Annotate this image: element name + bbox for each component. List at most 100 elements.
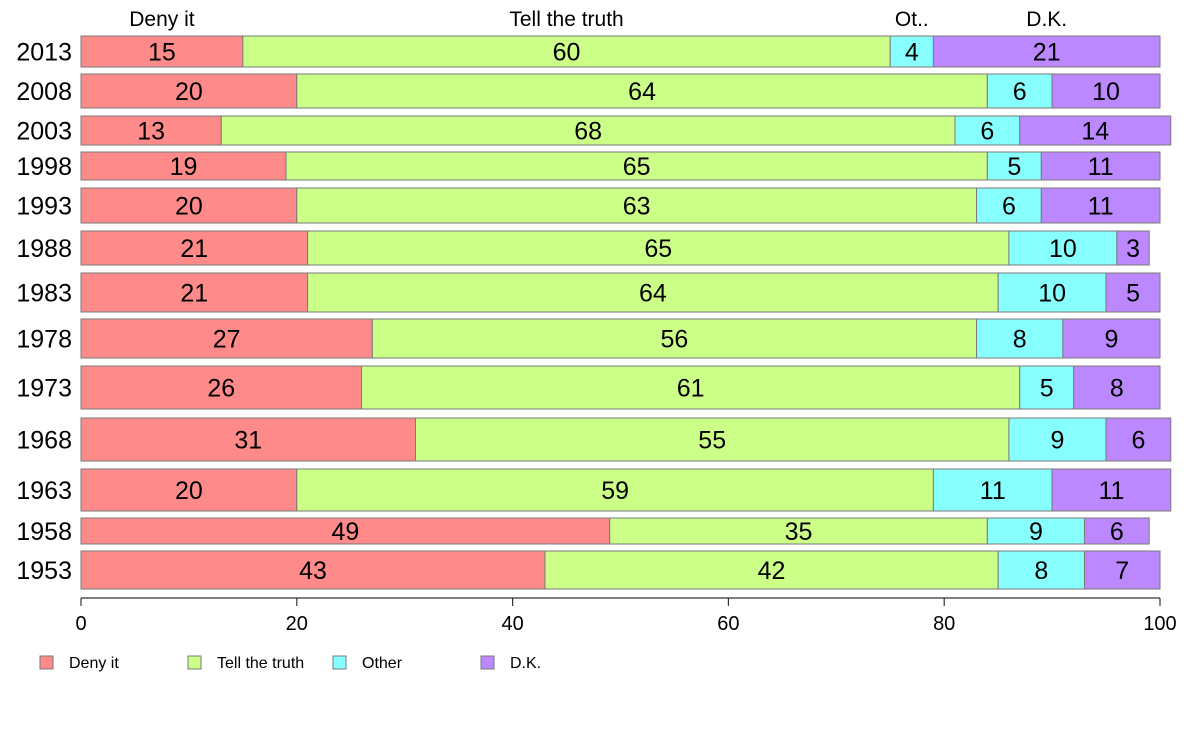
y-tick-label: 1988 <box>16 235 72 263</box>
bar-segment <box>285 151 988 181</box>
data-label: 5 <box>1126 280 1140 308</box>
column-headers: Deny it Tell the truth Ot.. D.K. <box>129 8 1067 31</box>
data-label: 4 <box>905 39 919 67</box>
data-label: 6 <box>1131 427 1145 455</box>
data-label: 13 <box>137 118 165 146</box>
legend-label: Other <box>362 655 403 672</box>
data-label: 31 <box>234 427 262 455</box>
bar-segment <box>414 417 1010 462</box>
bar-segment <box>932 468 1053 512</box>
bar-segment <box>80 272 309 313</box>
bar-segment <box>1083 517 1150 545</box>
data-label: 5 <box>1040 375 1054 403</box>
x-tick-label: 60 <box>717 613 739 635</box>
bar-segment <box>1116 230 1150 266</box>
bar-segment <box>1008 417 1107 462</box>
x-tick-label: 20 <box>286 613 308 635</box>
y-tick-label: 2013 <box>16 39 72 67</box>
data-label: 15 <box>148 39 176 67</box>
data-label: 68 <box>574 118 602 146</box>
y-tick-label: 1973 <box>16 375 72 403</box>
bar-segment <box>932 35 1161 68</box>
data-label: 49 <box>331 518 359 546</box>
y-tick-label: 1983 <box>16 280 72 308</box>
data-label: 21 <box>180 235 208 263</box>
data-label: 8 <box>1110 375 1124 403</box>
bar-segment <box>1105 272 1161 313</box>
data-label: 64 <box>628 78 656 106</box>
bar-segment <box>296 187 978 224</box>
bar-segment <box>1083 550 1161 590</box>
bar-segment <box>296 73 988 109</box>
data-label: 11 <box>1088 193 1114 221</box>
bar-segment <box>1040 187 1161 224</box>
bar-segment <box>1019 365 1075 410</box>
bar-segment <box>80 187 298 224</box>
legend-label: Tell the truth <box>217 655 304 672</box>
data-label: 42 <box>758 557 786 585</box>
x-tick-label: 80 <box>933 613 955 635</box>
x-tick-label: 0 <box>75 613 86 635</box>
x-tick-label: 100 <box>1143 613 1176 635</box>
x-axis: 0 20 40 60 80 100 <box>75 597 1177 635</box>
data-label: 21 <box>180 280 208 308</box>
bar-segment <box>976 187 1042 224</box>
data-label: 20 <box>175 193 203 221</box>
data-label: 65 <box>644 235 672 263</box>
legend: Deny it Tell the truth Other D.K. <box>39 655 541 672</box>
data-label: 9 <box>1104 326 1118 354</box>
bar-segment <box>242 35 891 68</box>
data-label: 11 <box>1088 153 1114 181</box>
data-label: 55 <box>698 427 726 455</box>
data-label: 6 <box>1110 518 1124 546</box>
bar-segment <box>80 35 244 68</box>
y-tick-label: 1958 <box>16 518 72 546</box>
data-label: 8 <box>1034 557 1048 585</box>
bar-segment <box>80 318 373 359</box>
bar-segment <box>80 417 416 462</box>
y-tick-label: 1968 <box>16 427 72 455</box>
bar-segment <box>80 517 611 545</box>
y-tick-label: 1993 <box>16 193 72 221</box>
bar-segment <box>220 115 956 146</box>
data-label: 26 <box>207 375 235 403</box>
column-header: D.K. <box>1026 8 1067 31</box>
data-label: 8 <box>1013 326 1027 354</box>
bar-segment <box>1040 151 1161 181</box>
data-label: 65 <box>623 153 651 181</box>
legend-swatch <box>332 655 347 670</box>
legend-label: Deny it <box>69 655 119 672</box>
data-label: 63 <box>623 193 651 221</box>
column-header: Tell the truth <box>509 8 623 31</box>
data-label: 6 <box>1002 193 1016 221</box>
bar-segment <box>1073 365 1161 410</box>
data-label: 64 <box>639 280 667 308</box>
data-label: 6 <box>980 118 994 146</box>
data-label: 20 <box>175 78 203 106</box>
data-label: 61 <box>677 375 705 403</box>
legend-swatch <box>480 655 495 670</box>
data-label: 9 <box>1051 427 1065 455</box>
data-label: 7 <box>1115 557 1129 585</box>
bar-segment <box>1051 73 1161 109</box>
bar-segment <box>986 517 1085 545</box>
bar-segment <box>80 468 298 512</box>
bar-segment <box>1062 318 1161 359</box>
bar-segment <box>544 550 999 590</box>
data-label: 19 <box>170 153 198 181</box>
data-label: 10 <box>1049 235 1077 263</box>
data-label: 60 <box>553 39 581 67</box>
legend-label: D.K. <box>510 655 541 672</box>
data-label: 27 <box>213 326 241 354</box>
data-label: 59 <box>601 477 629 505</box>
bar-segment <box>80 73 298 109</box>
bar-segment <box>889 35 934 68</box>
data-label: 56 <box>661 326 689 354</box>
bar-segment <box>1105 417 1172 462</box>
bar-segment <box>80 151 287 181</box>
bar-segment <box>997 550 1085 590</box>
data-label: 11 <box>1098 477 1124 505</box>
data-label: 9 <box>1029 518 1043 546</box>
